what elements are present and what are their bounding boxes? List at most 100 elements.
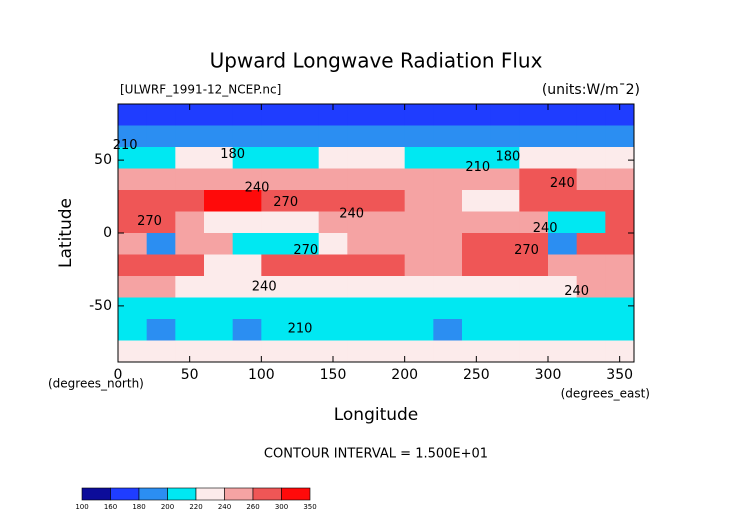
- field-cell: [605, 104, 635, 126]
- field-cell: [433, 319, 463, 341]
- field-cell: [232, 190, 262, 212]
- field-cell: [605, 211, 635, 234]
- field-cell: [261, 340, 291, 363]
- field-cell: [318, 233, 348, 255]
- field-cell: [146, 254, 176, 277]
- field-cell: [462, 125, 492, 148]
- field-cell: [490, 211, 520, 234]
- contour-label: 210: [465, 160, 490, 175]
- field-cell: [519, 297, 549, 320]
- field-cell: [232, 233, 262, 255]
- field-cell: [404, 211, 434, 234]
- field-cell: [605, 254, 635, 277]
- field-cell: [261, 297, 291, 320]
- field-cell: [261, 125, 291, 148]
- field-cell: [232, 297, 262, 320]
- field-cell: [175, 147, 205, 169]
- colorbar-box: [224, 487, 254, 501]
- field-cell: [204, 340, 234, 363]
- field-cell: [318, 319, 348, 341]
- field-cell: [175, 297, 205, 320]
- field-cell: [347, 147, 377, 169]
- field-cell: [146, 190, 176, 212]
- field-cell: [462, 104, 492, 126]
- field-cell: [576, 104, 606, 126]
- field-cell: [261, 276, 291, 298]
- field-cell: [318, 168, 348, 191]
- field-cell: [576, 211, 606, 234]
- field-cell: [404, 104, 434, 126]
- field-cell: [605, 297, 635, 320]
- x-axis-label: Longitude: [334, 405, 419, 425]
- source-label: [ULWRF_1991-12_NCEP.nc]: [120, 83, 281, 97]
- field-cell: [404, 190, 434, 212]
- field-cell: [347, 125, 377, 148]
- field-cell: [290, 125, 320, 148]
- field-cell: [548, 340, 578, 363]
- field-cell: [433, 104, 463, 126]
- field-cell: [433, 254, 463, 277]
- field-cell: [462, 168, 492, 191]
- field-cell: [490, 254, 520, 277]
- field-cell: [548, 125, 578, 148]
- field-cell: [204, 276, 234, 298]
- field-cell: [347, 211, 377, 234]
- field-cell: [118, 276, 148, 298]
- footer: CONTOUR INTERVAL = 1.500E+01: [264, 447, 488, 462]
- field-cell: [490, 168, 520, 191]
- field-cell: [404, 125, 434, 148]
- field-cell: [261, 147, 291, 169]
- field-cell: [433, 211, 463, 234]
- chart-title: Upward Longwave Radiation Flux: [210, 49, 543, 73]
- x-tick-label: 150: [320, 367, 347, 383]
- contour-label: 270: [514, 243, 539, 258]
- field-cell: [548, 297, 578, 320]
- colorbar-box: [281, 487, 311, 501]
- field-cell: [232, 104, 262, 126]
- field-cell: [204, 211, 234, 234]
- field-cell: [175, 190, 205, 212]
- field-cell: [232, 125, 262, 148]
- field-cell: [232, 254, 262, 277]
- field-cell: [118, 125, 148, 148]
- field-cell: [290, 297, 320, 320]
- field-cell: [204, 254, 234, 277]
- field-cell: [175, 319, 205, 341]
- field-cell: [433, 233, 463, 255]
- field-cell: [118, 104, 148, 126]
- field-cell: [204, 297, 234, 320]
- field-cell: [175, 125, 205, 148]
- colorbar-box: [138, 487, 168, 501]
- field-cell: [576, 233, 606, 255]
- field-cell: [576, 125, 606, 148]
- field-cell: [318, 190, 348, 212]
- field-cell: [576, 319, 606, 341]
- field-cell: [118, 254, 148, 277]
- field-cell: [376, 168, 406, 191]
- field-cell: [548, 254, 578, 277]
- field-cell: [347, 319, 377, 341]
- field-cell: [290, 233, 320, 255]
- field-cell: [175, 276, 205, 298]
- field-cell: [347, 190, 377, 212]
- field-cell: [290, 190, 320, 212]
- field-cell: [146, 125, 176, 148]
- field-cell: [404, 297, 434, 320]
- field-cell: [232, 168, 262, 191]
- field-cell: [605, 147, 635, 169]
- field-cell: [548, 319, 578, 341]
- field-cell: [490, 104, 520, 126]
- field-cell: [519, 254, 549, 277]
- field-cell: [261, 211, 291, 234]
- field-cell: [519, 190, 549, 212]
- x-tick-label: 300: [535, 367, 562, 383]
- field-cell: [519, 276, 549, 298]
- field-cell: [118, 233, 148, 255]
- field-cell: [404, 147, 434, 169]
- field-cell: [204, 147, 234, 169]
- y-tick-label: 50: [94, 152, 112, 168]
- field-cell: [519, 125, 549, 148]
- field-cell: [433, 276, 463, 298]
- field-cell: [404, 340, 434, 363]
- field-cell: [118, 211, 148, 234]
